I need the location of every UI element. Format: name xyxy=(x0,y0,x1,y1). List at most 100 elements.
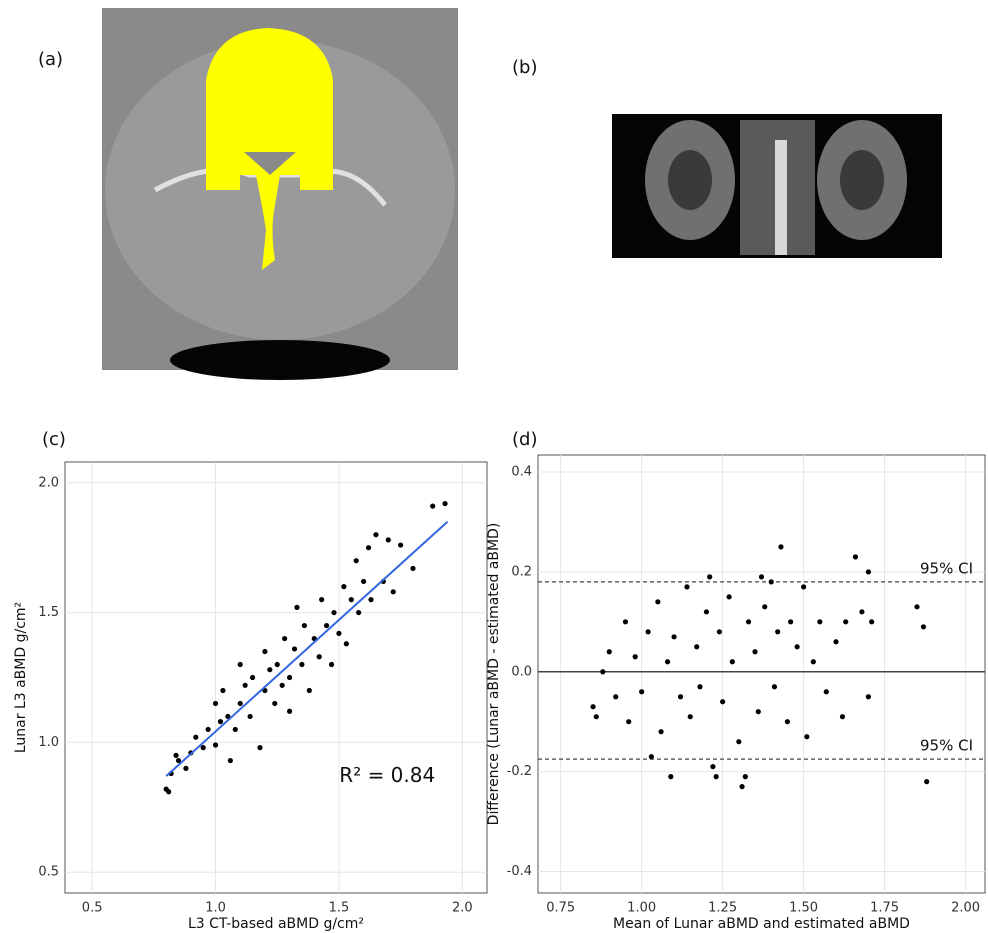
x-tick-label: 1.00 xyxy=(627,901,656,916)
point xyxy=(292,646,297,651)
point xyxy=(594,714,599,719)
point xyxy=(746,619,751,624)
point xyxy=(294,605,299,610)
point xyxy=(590,704,595,709)
y-tick-label: -0.4 xyxy=(507,864,532,879)
point xyxy=(193,735,198,740)
x-tick-label: 1.50 xyxy=(789,901,818,916)
point xyxy=(280,683,285,688)
point xyxy=(668,774,673,779)
point xyxy=(769,579,774,584)
point xyxy=(684,584,689,589)
reference-label: 95% CI xyxy=(920,559,973,577)
point xyxy=(678,694,683,699)
point xyxy=(811,659,816,664)
point xyxy=(368,597,373,602)
point xyxy=(613,694,618,699)
point xyxy=(914,604,919,609)
point xyxy=(762,604,767,609)
point xyxy=(866,694,871,699)
x-tick-label: 1.75 xyxy=(870,901,899,916)
point xyxy=(707,574,712,579)
point xyxy=(442,501,447,506)
point xyxy=(600,669,605,674)
point xyxy=(391,589,396,594)
point xyxy=(720,699,725,704)
point xyxy=(752,649,757,654)
plot-frame xyxy=(538,455,985,893)
y-tick-label: 0.4 xyxy=(511,464,532,479)
point xyxy=(238,701,243,706)
point xyxy=(778,544,783,549)
ct-image xyxy=(102,8,458,380)
point xyxy=(710,764,715,769)
point xyxy=(824,689,829,694)
point xyxy=(626,719,631,724)
point xyxy=(238,662,243,667)
point xyxy=(233,727,238,732)
point xyxy=(649,754,654,759)
panel-label: (c) xyxy=(42,429,66,450)
y-tick-label: 1.5 xyxy=(38,605,59,620)
point xyxy=(354,558,359,563)
point xyxy=(307,688,312,693)
point xyxy=(336,631,341,636)
y-tick-label: 0.5 xyxy=(38,865,59,880)
x-tick-label: 1.0 xyxy=(205,901,226,916)
point xyxy=(173,753,178,758)
point xyxy=(201,745,206,750)
x-tick-label: 1.25 xyxy=(708,901,737,916)
point xyxy=(866,569,871,574)
point xyxy=(183,766,188,771)
point xyxy=(671,634,676,639)
point xyxy=(697,684,702,689)
reference-label: 95% CI xyxy=(920,737,973,755)
point xyxy=(356,610,361,615)
point xyxy=(272,701,277,706)
y-tick-label: 0.2 xyxy=(511,564,532,579)
x-tick-label: 0.5 xyxy=(82,901,103,916)
point xyxy=(788,619,793,624)
point xyxy=(833,639,838,644)
panel-label: (d) xyxy=(512,429,537,450)
point xyxy=(924,779,929,784)
point xyxy=(287,709,292,714)
y-axis-title: Lunar L3 aBMD g/cm² xyxy=(13,602,29,753)
point xyxy=(218,719,223,724)
point xyxy=(646,629,651,634)
y-tick-label: 0.0 xyxy=(511,664,532,679)
point xyxy=(228,758,233,763)
point xyxy=(772,684,777,689)
point xyxy=(717,629,722,634)
panel-label: (b) xyxy=(512,57,537,78)
y-axis-title: Difference (Lunar aBMD - estimated aBMD) xyxy=(486,523,502,826)
point xyxy=(759,574,764,579)
point xyxy=(853,554,858,559)
point xyxy=(843,619,848,624)
point xyxy=(801,584,806,589)
point xyxy=(299,662,304,667)
point xyxy=(756,709,761,714)
point xyxy=(341,584,346,589)
point xyxy=(344,641,349,646)
point xyxy=(688,714,693,719)
x-tick-label: 2.0 xyxy=(452,901,473,916)
point xyxy=(410,566,415,571)
point xyxy=(166,789,171,794)
point xyxy=(704,609,709,614)
point xyxy=(714,774,719,779)
point xyxy=(331,610,336,615)
point xyxy=(633,654,638,659)
point xyxy=(262,649,267,654)
point xyxy=(257,745,262,750)
point xyxy=(247,714,252,719)
point xyxy=(361,579,366,584)
point xyxy=(730,659,735,664)
x-axis-title: Mean of Lunar aBMD and estimated aBMD xyxy=(613,916,910,932)
point xyxy=(665,659,670,664)
point xyxy=(373,532,378,537)
point xyxy=(743,774,748,779)
point xyxy=(795,644,800,649)
point xyxy=(921,624,926,629)
point xyxy=(607,649,612,654)
